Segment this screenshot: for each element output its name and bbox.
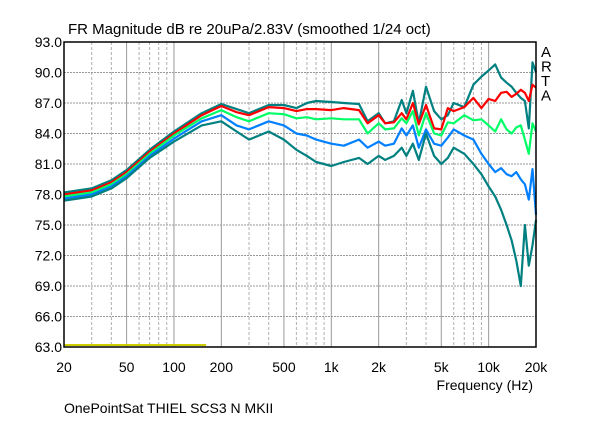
- x-tick-label: 500: [272, 359, 296, 375]
- y-tick-labels: 93.0 90.0 87.0 84.0 81.0 78.0 75.0 72.0 69.0 66.0…: [35, 34, 62, 355]
- x-tick-label: 100: [162, 359, 186, 375]
- x-tick-label: 50: [119, 359, 135, 375]
- series-line-teal-top: [63, 61, 538, 194]
- x-axis-label: Frequency (Hz): [437, 377, 533, 393]
- chart-caption: OnePointSat THIEL SCS3 N MKII: [64, 400, 273, 416]
- y-tick-label: 72.0: [35, 248, 62, 264]
- plot-frame: [63, 41, 537, 348]
- watermark-letter: R: [541, 59, 552, 76]
- y-tick-label: 81.0: [35, 156, 62, 172]
- y-tick-label: 69.0: [35, 278, 62, 294]
- watermark-letter: A: [541, 44, 551, 61]
- series-line-teal-bottom: [63, 120, 538, 288]
- x-tick-label: 200: [210, 359, 234, 375]
- y-tick-label: 87.0: [35, 95, 62, 111]
- series-line-green: [63, 108, 538, 198]
- x-tick-label: 5k: [434, 359, 450, 375]
- x-tick-label: 20k: [525, 359, 549, 375]
- series-group: [63, 61, 538, 346]
- x-tick-label: 20: [56, 359, 72, 375]
- y-tick-label: 63.0: [35, 339, 62, 355]
- y-tick-label: 93.0: [35, 34, 62, 50]
- watermark-letter: T: [541, 73, 550, 90]
- y-tick-label: 90.0: [35, 65, 62, 81]
- y-tick-label: 78.0: [35, 187, 62, 203]
- x-tick-labels: 20 50 100 200 500 1k 2k 5k 10k 20k: [56, 359, 548, 375]
- y-tick-label: 75.0: [35, 217, 62, 233]
- y-tick-label: 66.0: [35, 309, 62, 325]
- watermark-letter: A: [541, 88, 551, 105]
- series-line-blue: [63, 114, 538, 215]
- y-tick-label: 84.0: [35, 126, 62, 142]
- chart-title: FR Magnitude dB re 20uPa/2.83V (smoothed…: [68, 21, 431, 38]
- x-tick-label: 10k: [477, 359, 501, 375]
- x-tick-label: 1k: [324, 359, 340, 375]
- x-tick-label: 2k: [371, 359, 387, 375]
- series-line-red: [63, 83, 537, 196]
- grid: [64, 42, 536, 347]
